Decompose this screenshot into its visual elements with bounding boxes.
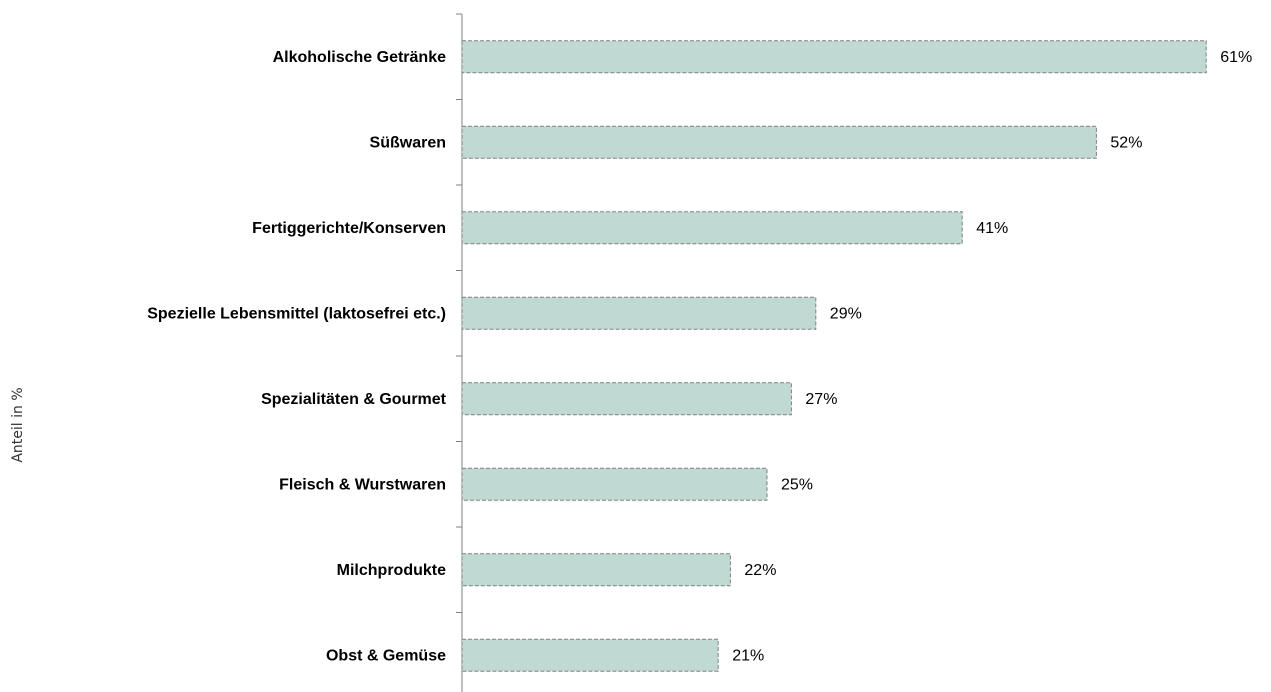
category-label: Fleisch & Wurstwaren	[279, 476, 446, 493]
data-label: 61%	[1220, 49, 1252, 66]
data-label: 41%	[976, 220, 1008, 237]
data-label: 29%	[830, 305, 862, 322]
category-label: Süßwaren	[370, 134, 446, 151]
data-label: 25%	[781, 476, 813, 493]
data-label: 27%	[805, 391, 837, 408]
bar	[461, 125, 1097, 159]
data-label: 22%	[744, 562, 776, 579]
bar	[461, 40, 1207, 74]
data-label: 52%	[1110, 134, 1142, 151]
category-label: Alkoholische Getränke	[273, 49, 446, 66]
bar	[461, 211, 963, 245]
y-axis-title: Anteil in %	[10, 387, 26, 462]
bar	[461, 638, 719, 672]
data-label: 21%	[732, 647, 764, 664]
category-label: Spezialitäten & Gourmet	[261, 391, 447, 408]
bar	[461, 382, 792, 416]
category-label: Milchprodukte	[337, 562, 446, 579]
category-label: Fertiggerichte/Konserven	[252, 220, 446, 237]
category-label: Spezielle Lebensmittel (laktosefrei etc.…	[147, 305, 446, 322]
bar	[461, 467, 768, 501]
bar	[461, 296, 817, 330]
bar	[461, 553, 731, 587]
category-label: Obst & Gemüse	[326, 647, 446, 664]
